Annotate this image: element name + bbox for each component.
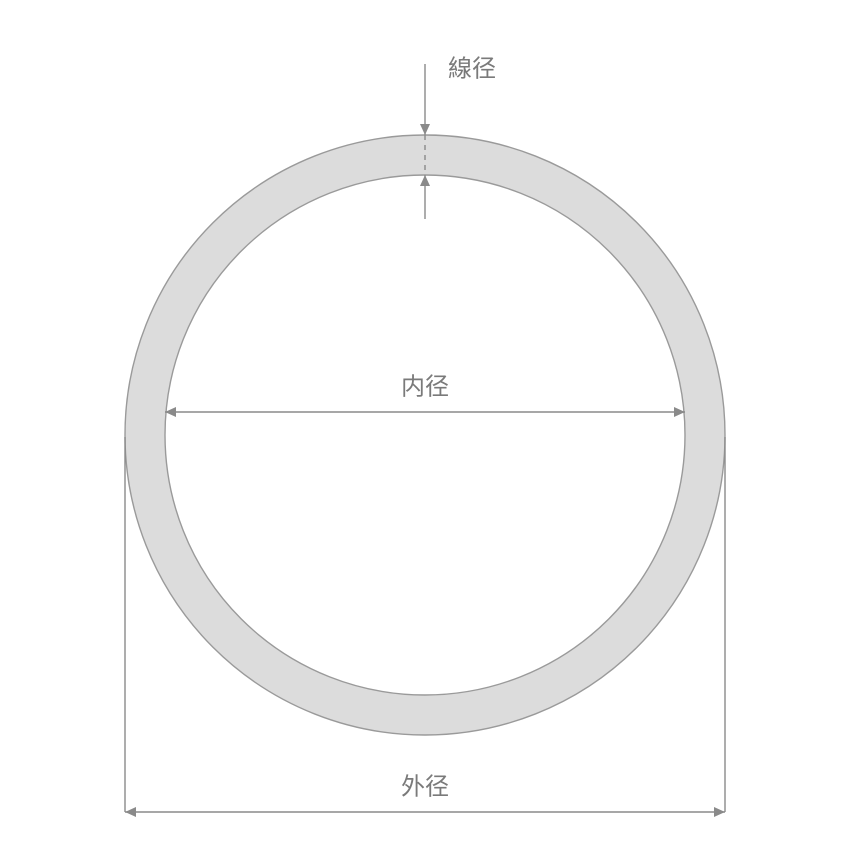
outer-diameter-label: 外径 xyxy=(401,773,449,800)
ring-dimension-diagram: 内径外径 線径 xyxy=(0,0,850,850)
wire-diameter-label: 線径 xyxy=(448,55,496,82)
ring-shape xyxy=(125,135,725,735)
inner-diameter-label: 内径 xyxy=(401,373,449,400)
